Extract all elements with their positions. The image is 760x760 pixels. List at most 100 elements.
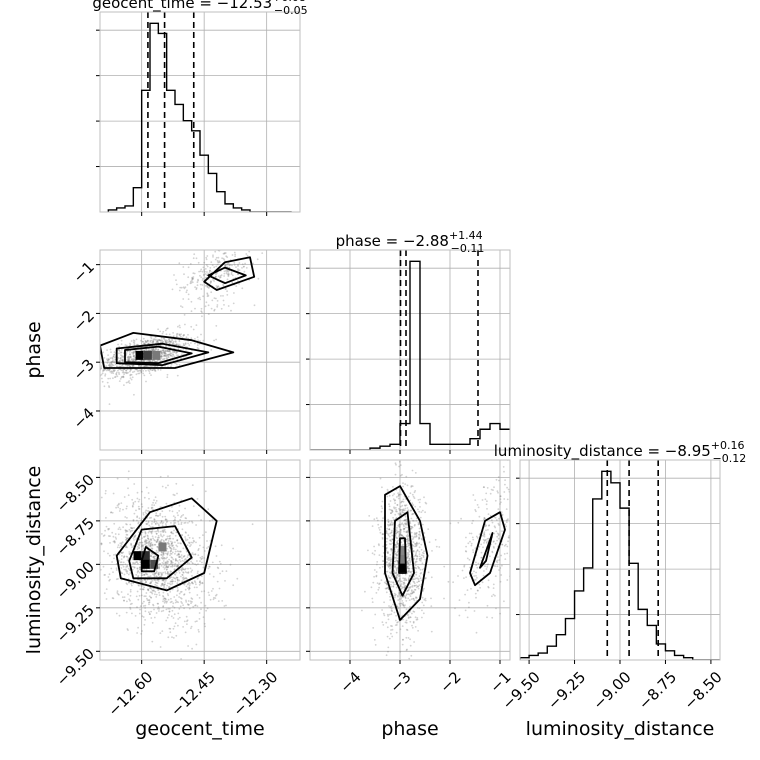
sample-point	[406, 629, 409, 631]
sample-point	[116, 546, 119, 549]
sample-point	[498, 517, 500, 520]
sample-point	[111, 365, 113, 368]
sample-point	[175, 343, 178, 346]
sample-point	[150, 348, 153, 350]
sample-point	[478, 583, 481, 586]
sample-point	[155, 596, 158, 598]
sample-point	[167, 552, 169, 555]
sample-point	[417, 523, 420, 526]
sample-point	[215, 338, 218, 341]
sample-point	[160, 355, 163, 358]
sample-point	[411, 493, 414, 496]
sample-point	[158, 591, 161, 594]
sample-point	[372, 581, 375, 584]
sample-point	[161, 515, 164, 518]
sample-point	[413, 532, 416, 534]
sample-point	[381, 533, 384, 535]
sample-point	[498, 569, 500, 571]
sample-point	[160, 564, 163, 567]
sample-point	[393, 571, 396, 573]
sample-point	[133, 527, 135, 529]
sample-point	[144, 365, 147, 368]
sample-point	[388, 528, 390, 531]
sample-point	[252, 236, 254, 238]
sample-point	[153, 572, 156, 574]
sample-point	[209, 246, 211, 248]
sample-point	[395, 463, 397, 466]
sample-point	[159, 330, 162, 333]
sample-point	[409, 583, 412, 585]
sample-point	[197, 577, 200, 579]
sample-point	[133, 566, 136, 568]
sample-point	[199, 580, 202, 582]
sample-point	[390, 585, 392, 588]
sample-point	[168, 610, 171, 613]
sample-point	[399, 528, 402, 531]
sample-point	[187, 600, 190, 602]
sample-point	[108, 554, 111, 557]
sample-point	[147, 541, 150, 544]
sample-point	[184, 507, 187, 510]
sample-point	[382, 624, 385, 626]
sample-point	[194, 338, 196, 340]
sample-point	[222, 284, 225, 287]
sample-point	[108, 363, 111, 365]
sample-point	[409, 605, 411, 608]
sample-point	[238, 269, 241, 271]
sample-point	[167, 541, 169, 544]
sample-point	[172, 335, 175, 338]
sample-point	[113, 540, 116, 542]
sample-point	[385, 547, 388, 550]
sample-point	[398, 598, 401, 600]
sample-point	[120, 365, 122, 368]
sample-point	[196, 572, 199, 575]
sample-point	[161, 352, 163, 355]
sample-point	[187, 293, 190, 296]
sample-point	[133, 355, 136, 357]
sample-point	[150, 507, 153, 510]
sample-point	[398, 603, 401, 605]
sample-point	[115, 612, 118, 615]
sample-point	[213, 266, 216, 269]
sample-point	[476, 566, 479, 569]
sample-point	[129, 531, 132, 533]
sample-point	[174, 622, 177, 625]
sample-point	[170, 571, 173, 573]
sample-point	[407, 539, 410, 541]
scatter-panel-geocent_time-phase: −4−3−2−1	[70, 236, 301, 454]
sample-point	[403, 527, 406, 530]
sample-point	[189, 545, 191, 548]
sample-point	[167, 355, 170, 358]
sample-point	[216, 304, 219, 306]
sample-point	[407, 562, 409, 565]
sample-point	[208, 573, 211, 575]
sample-point	[137, 574, 140, 577]
sample-point	[407, 509, 410, 511]
sample-point	[400, 596, 403, 599]
sample-point	[418, 555, 421, 558]
sample-point	[191, 281, 194, 284]
sample-point	[154, 581, 157, 584]
sample-point	[132, 562, 135, 564]
panel-content	[310, 460, 510, 660]
sample-point	[172, 605, 174, 608]
sample-point	[100, 542, 103, 545]
sample-point	[172, 354, 175, 356]
sample-point	[177, 612, 180, 615]
sample-point	[161, 555, 164, 557]
sample-point	[380, 579, 383, 582]
sample-point	[183, 273, 185, 276]
sample-point	[205, 264, 208, 266]
sample-point	[191, 562, 194, 564]
sample-point	[188, 562, 191, 565]
sample-point	[402, 527, 405, 530]
sample-point	[408, 542, 410, 545]
sample-point	[449, 522, 452, 525]
sample-point	[158, 566, 161, 569]
sample-point	[201, 270, 204, 273]
sample-point	[173, 343, 176, 346]
sample-point	[230, 309, 232, 312]
sample-point	[115, 506, 117, 509]
sample-point	[129, 355, 132, 358]
sample-point	[179, 597, 182, 599]
